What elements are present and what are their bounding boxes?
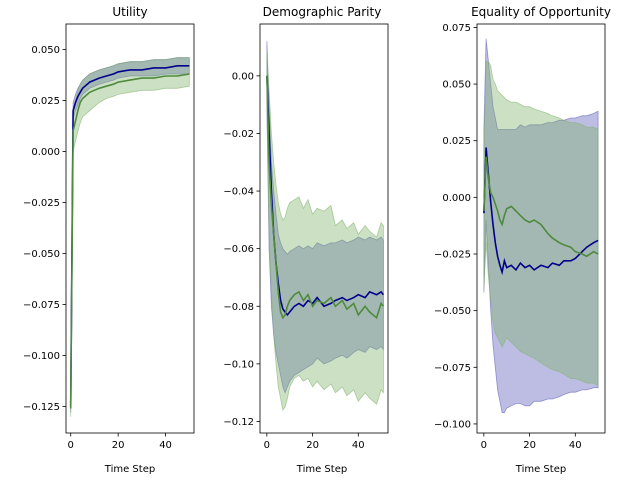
y-tick-label: −0.025 (23, 198, 60, 209)
series-line-0 (483, 147, 599, 276)
confidence-band-1 (70, 57, 190, 417)
axes-frame (259, 23, 389, 434)
panel-utility: Utility Time Step 0 20 40 −0.125 −0.100 −0.07… (23, 5, 195, 475)
axes-frame (476, 23, 606, 434)
x-tick-label: 40 (569, 440, 582, 451)
y-tick-label: −0.02 (223, 129, 254, 140)
series-line-1 (266, 75, 385, 320)
y-tick-label: −0.025 (434, 249, 471, 260)
x-tick-label: 0 (264, 440, 270, 451)
confidence-band-1 (266, 52, 384, 411)
y-tick-label: −0.050 (434, 306, 471, 317)
y-tick-label: −0.100 (23, 351, 60, 362)
y-tick-label: −0.06 (223, 244, 254, 255)
y-tick-label: −0.12 (223, 417, 254, 428)
plot-area (266, 41, 385, 411)
y-tick-label: 0.000 (31, 147, 60, 158)
y-tick-label: 0.000 (442, 193, 471, 204)
y-tick-label: 0.050 (442, 80, 471, 91)
y-tick-label: −0.075 (23, 300, 60, 311)
y-tick-label: 0.075 (442, 23, 471, 34)
x-axis-label: Time Step (515, 464, 566, 475)
axes-frame (65, 23, 195, 434)
panel-title: Equality of Opportunity (471, 5, 611, 19)
x-tick-label: 20 (306, 440, 319, 451)
confidence-band-1 (483, 61, 599, 387)
plot-area (69, 57, 190, 417)
y-tick-label: −0.125 (23, 402, 60, 413)
panel-equality-of-opportunity: Equality of Opportunity Time Step 0 20 40 −… (434, 5, 611, 475)
series-line-0 (69, 65, 190, 407)
panel-title: Demographic Parity (263, 5, 382, 19)
panel-demographic-parity: Demographic Parity Time Step 0 20 40 −0.12 −… (223, 5, 389, 475)
x-tick-label: 40 (159, 440, 172, 451)
y-tick-label: −0.10 (223, 359, 254, 370)
panel-title: Utility (112, 5, 147, 19)
plot-area (483, 38, 599, 414)
y-tick-label: 0.025 (442, 136, 471, 147)
x-tick-label: 0 (481, 440, 487, 451)
x-tick-label: 20 (112, 440, 125, 451)
y-tick-label: −0.08 (223, 302, 254, 313)
x-axis-label: Time Step (296, 464, 347, 475)
y-tick-label: 0.050 (31, 45, 60, 56)
x-axis-label: Time Step (104, 464, 155, 475)
y-tick-label: 0.025 (31, 96, 60, 107)
x-tick-label: 40 (352, 440, 365, 451)
series-line-1 (69, 73, 190, 409)
series-line-1 (483, 156, 599, 258)
y-tick-label: −0.100 (434, 419, 471, 430)
y-tick-label: 0.00 (232, 71, 254, 82)
x-tick-label: 20 (523, 440, 536, 451)
x-tick-label: 0 (68, 440, 74, 451)
y-tick-label: −0.075 (434, 363, 471, 374)
y-tick-label: −0.050 (23, 249, 60, 260)
y-tick-label: −0.04 (223, 187, 254, 198)
